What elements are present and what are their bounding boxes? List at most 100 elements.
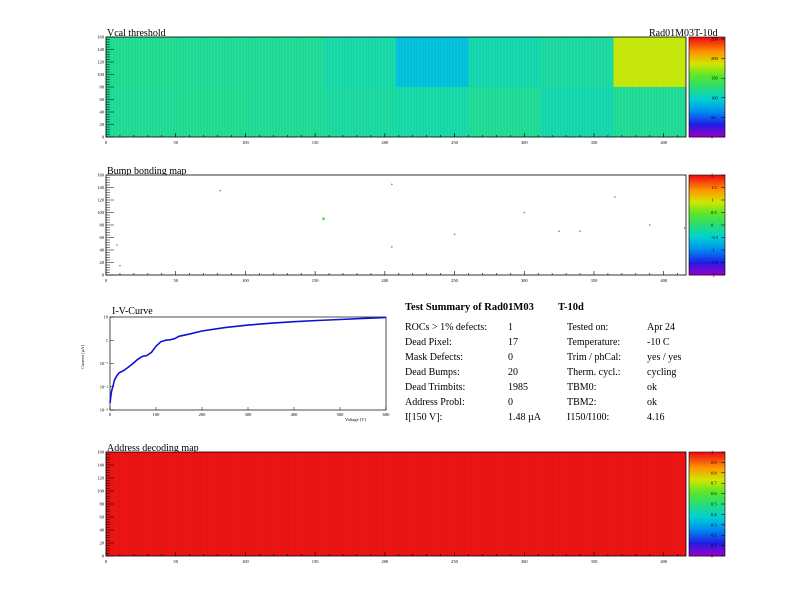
pixel-texture: [616, 452, 618, 556]
pixel-texture: [561, 452, 563, 556]
pixel-texture: [473, 452, 475, 556]
colorbar-step: [689, 64, 725, 67]
colorbar-tick-label: -0.5: [711, 235, 719, 240]
pixel-texture: [275, 452, 277, 556]
pixel-texture: [259, 37, 260, 137]
x-tick-label: 100: [242, 559, 250, 564]
pixel-texture: [235, 452, 237, 556]
pixel-texture: [645, 452, 646, 556]
x-tick-label: 600: [383, 412, 391, 417]
pixel-texture: [183, 452, 184, 556]
colorbar-step: [689, 43, 725, 47]
pixel-texture: [612, 452, 613, 556]
pixel-texture: [383, 452, 384, 556]
pixel-texture: [658, 37, 659, 137]
pixel-texture: [543, 452, 545, 556]
x-tick-label: 350: [591, 559, 599, 564]
pixel-texture: [515, 452, 516, 556]
pixel-texture: [262, 37, 263, 137]
colorbar-step: [689, 116, 725, 120]
summary-right-label: TBM2:: [567, 397, 597, 408]
x-tick-label: 300: [521, 140, 529, 145]
pixel-texture: [539, 452, 541, 556]
pixel-texture: [656, 452, 657, 556]
pixel-texture: [480, 452, 481, 556]
colorbar-step: [689, 82, 725, 86]
colorbar-step: [689, 177, 725, 180]
pixel-texture: [614, 452, 615, 556]
pixel-texture: [559, 37, 560, 137]
colorbar-tick-label: 150: [711, 76, 719, 81]
colorbar-step: [689, 229, 725, 233]
x-tick-label: 200: [381, 559, 389, 564]
colorbar-step: [689, 520, 725, 524]
pixel-texture: [121, 452, 123, 556]
x-tick-label: 400: [660, 559, 668, 564]
pixel-texture: [420, 452, 422, 556]
pixel-texture: [508, 37, 509, 137]
pixel-texture: [447, 452, 448, 556]
pixel-texture: [589, 37, 590, 137]
colorbar-step: [689, 41, 725, 45]
colorbar-step: [689, 541, 725, 545]
x-tick-label: 250: [451, 278, 459, 283]
y-tick-label: 100: [97, 210, 105, 215]
pixel-texture: [242, 452, 244, 556]
colorbar-step: [689, 501, 725, 505]
colorbar-step: [689, 475, 725, 479]
pixel-texture: [340, 37, 341, 137]
colorbar-tick-label: 0: [711, 223, 714, 228]
pixel-texture: [658, 452, 659, 556]
colorbar-step: [689, 181, 725, 185]
colorbar-step: [689, 87, 725, 90]
colorbar-step: [689, 55, 725, 58]
pixel-texture: [169, 452, 171, 556]
pixel-texture: [354, 452, 356, 556]
roc-top: [541, 37, 614, 87]
pixel-texture: [660, 452, 662, 556]
pixel-texture: [598, 37, 599, 137]
pixel-texture: [532, 452, 534, 556]
y-tick-label: 10⁻¹: [100, 361, 109, 366]
pixel-texture: [585, 452, 587, 556]
pixel-texture: [590, 452, 591, 556]
colorbar-step: [689, 114, 725, 117]
pixel-texture: [603, 452, 604, 556]
pixel-texture: [251, 452, 252, 556]
x-tick-label: 250: [451, 559, 459, 564]
colorbar-step: [689, 243, 725, 246]
pixel-texture: [457, 37, 458, 137]
pixel-texture: [301, 452, 303, 556]
pixel-texture: [339, 452, 340, 556]
roc-bottom: [178, 87, 251, 137]
pixel-texture: [255, 452, 257, 556]
x-tick-label: 50: [173, 559, 178, 564]
colorbar-step: [689, 238, 725, 242]
pixel-texture: [409, 452, 411, 556]
pixel-texture: [440, 452, 442, 556]
pixel-texture: [174, 452, 175, 556]
pixel-texture: [535, 37, 536, 137]
pixel-texture: [438, 452, 439, 556]
colorbar-step: [689, 452, 725, 455]
pixel-texture: [220, 452, 222, 556]
colorbar-tick-label: 0.9: [711, 460, 717, 465]
pixel-texture: [400, 452, 402, 556]
pixel-texture: [449, 452, 450, 556]
x-tick-label: 400: [291, 412, 299, 417]
colorbar-step: [689, 200, 725, 203]
pixel-texture: [616, 37, 617, 137]
pixel-texture: [577, 37, 578, 137]
plot-background: [106, 175, 686, 275]
colorbar-step: [689, 48, 725, 52]
pixel-texture: [523, 37, 524, 137]
pixel-texture: [277, 37, 278, 137]
pixel-texture: [119, 452, 120, 556]
summary-title: Test Summary of Rad01M03: [405, 302, 534, 313]
pixel-texture: [466, 452, 468, 556]
pixel-texture: [349, 37, 350, 137]
pixel-texture: [280, 37, 281, 137]
colorbar-step: [689, 263, 725, 267]
pixel-texture: [232, 37, 233, 137]
pixel-texture: [271, 37, 272, 137]
